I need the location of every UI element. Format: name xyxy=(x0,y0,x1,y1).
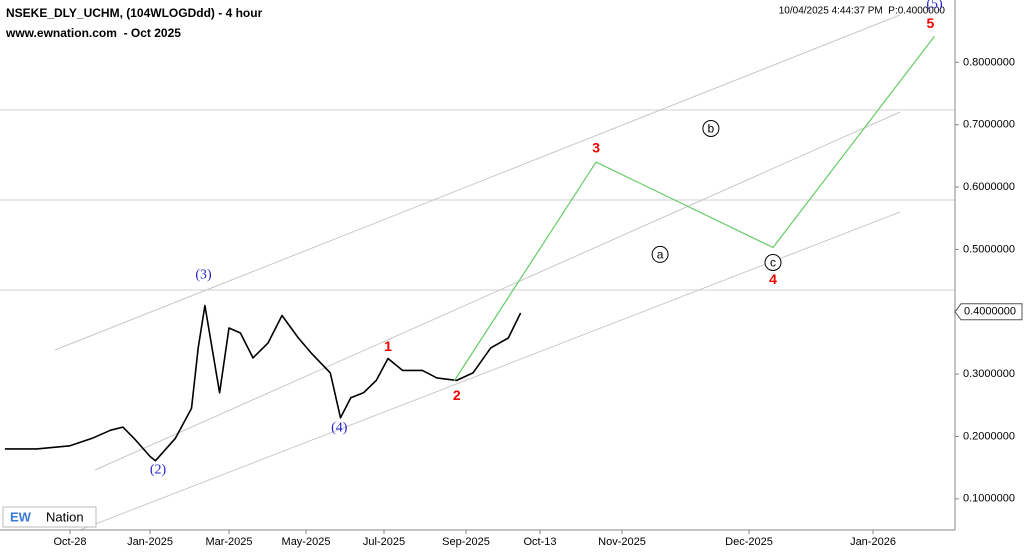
wave-label: 1 xyxy=(384,338,392,354)
wave-label: 5 xyxy=(927,15,935,31)
logo-box xyxy=(2,506,97,528)
y-tick-label: 0.5000000 xyxy=(963,243,1015,255)
wave-label: 2 xyxy=(453,387,461,403)
y-tick-label: 0.3000000 xyxy=(963,368,1015,380)
wave-circle xyxy=(764,254,782,272)
series-line xyxy=(4,304,522,462)
x-tick-label: May-2025 xyxy=(282,536,331,548)
wave-label: a xyxy=(657,248,664,262)
channel-line xyxy=(54,14,901,351)
wave-label: b xyxy=(708,122,715,136)
wave-label: 3 xyxy=(592,139,600,155)
channel-line xyxy=(79,211,901,531)
wave-label: (5) xyxy=(926,0,943,12)
chart-title: NSEKE_DLY_UCHM, (104WLOGDdd) - 4 hour xyxy=(6,6,263,20)
wave-circle xyxy=(651,245,669,263)
wave-circle xyxy=(702,119,720,137)
logo-mark: EW xyxy=(10,509,32,524)
timestamp: 10/04/2025 4:44:37 PM P:0.4000000 xyxy=(779,6,946,17)
y-tick-label: 0.7000000 xyxy=(963,119,1015,131)
x-tick-label: Oct-28 xyxy=(53,536,86,548)
last-price-label: 0.4000000 xyxy=(964,306,1016,318)
x-tick-label: Jan-2026 xyxy=(850,536,896,548)
x-tick-label: Dec-2025 xyxy=(725,536,773,548)
y-tick-label: 0.2000000 xyxy=(963,430,1015,442)
y-tick-label: 0.8000000 xyxy=(963,56,1015,68)
x-tick-label: Mar-2025 xyxy=(205,536,252,548)
chart-subtitle: www.ewnation.com - Oct 2025 xyxy=(5,26,181,40)
x-tick-label: Oct-13 xyxy=(523,536,556,548)
wave-label: (2) xyxy=(150,463,167,478)
x-tick-label: Sep-2025 xyxy=(442,536,490,548)
y-tick-label: 0.1000000 xyxy=(963,493,1015,505)
logo-name: Nation xyxy=(46,509,84,524)
x-tick-label: Nov-2025 xyxy=(598,536,646,548)
wave-label: c xyxy=(770,256,776,270)
wave-label: (3) xyxy=(195,268,212,283)
y-tick-label: 0.6000000 xyxy=(963,181,1015,193)
x-tick-label: Jan-2025 xyxy=(127,536,173,548)
last-price-box xyxy=(954,303,1023,321)
wave-label: (4) xyxy=(331,420,348,435)
x-tick-label: Jul-2025 xyxy=(363,536,405,548)
wave-label: 4 xyxy=(769,271,777,287)
channel-line xyxy=(94,111,901,471)
series-line xyxy=(453,35,935,382)
